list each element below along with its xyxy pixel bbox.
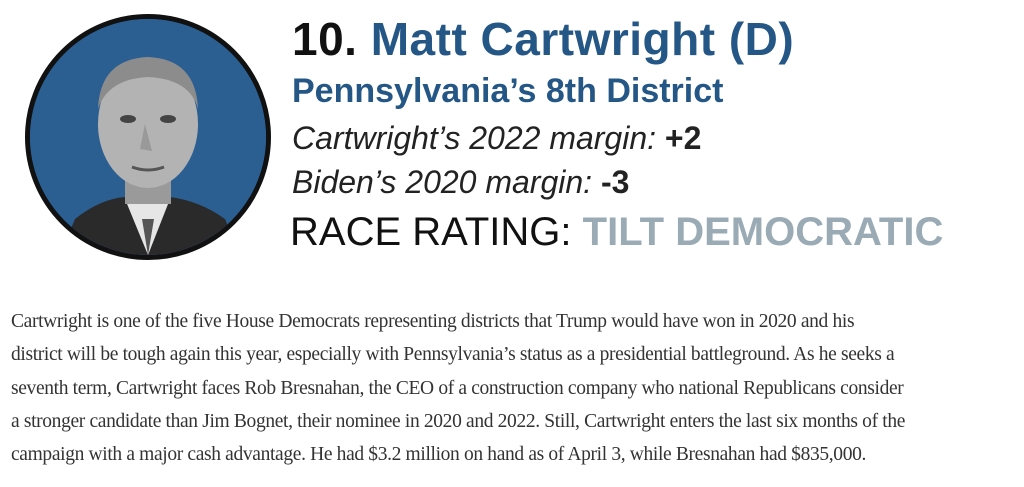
paragraph-line: Cartwright is one of the five House Demo… bbox=[11, 311, 855, 332]
paragraph-line: seventh term, Cartwright faces Rob Bresn… bbox=[11, 377, 904, 399]
margin-2020-value: -3 bbox=[600, 164, 630, 200]
article-paragraph: Cartwright is one of the five House Demo… bbox=[11, 305, 905, 471]
race-rating-value: TILT DEMOCRATIC bbox=[582, 210, 944, 254]
margin-2022: Cartwright’s 2022 margin: +2 bbox=[292, 120, 701, 157]
race-rating: RACE RATING: TILT DEMOCRATIC bbox=[290, 210, 943, 255]
candidate-name: Matt Cartwright (D) bbox=[370, 13, 795, 65]
margin-2022-value: +2 bbox=[664, 120, 702, 156]
margin-2022-label: Cartwright’s 2022 margin: bbox=[292, 120, 657, 156]
portrait-image bbox=[30, 19, 266, 255]
rank-number: 10. bbox=[292, 13, 358, 65]
paragraph-line: district will be tough again this year, … bbox=[11, 344, 895, 366]
candidate-photo bbox=[25, 14, 271, 260]
paragraph-line: campaign with a major cash advantage. He… bbox=[11, 444, 867, 466]
candidate-title: 10. Matt Cartwright (D) bbox=[292, 12, 794, 66]
margin-2020: Biden’s 2020 margin: -3 bbox=[292, 164, 629, 201]
district-name: Pennsylvania’s 8th District bbox=[292, 72, 724, 110]
race-rating-label: RACE RATING: bbox=[290, 210, 572, 254]
margin-2020-label: Biden’s 2020 margin: bbox=[292, 164, 593, 200]
paragraph-line: a stronger candidate than Jim Bognet, th… bbox=[11, 410, 906, 432]
